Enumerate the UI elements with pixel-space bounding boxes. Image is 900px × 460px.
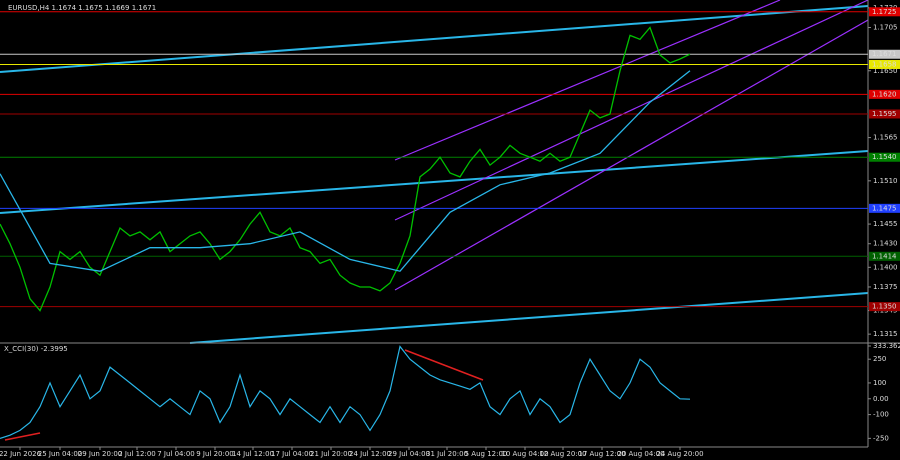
level-tag <box>869 109 900 119</box>
level-label: 1.1475 <box>872 204 897 212</box>
x-tick-label: 25 Jun 04:00 <box>38 450 82 458</box>
x-tick-label: 5 Aug 12:00 <box>465 450 508 458</box>
divergence-line <box>404 349 484 381</box>
x-tick-label: 20 Aug 04:00 <box>617 450 664 458</box>
x-tick-label: 2 Jul 12:00 <box>118 450 156 458</box>
indicator-label: X_CCI(30) -2.3995 <box>4 345 68 353</box>
level-tag <box>869 7 900 17</box>
x-tick-label: 29 Jun 20:00 <box>78 450 122 458</box>
y-tick-label: 1.1455 <box>873 220 898 228</box>
trend-line <box>0 5 869 73</box>
level-label: 1.1658 <box>872 60 897 68</box>
x-tick-label: 31 Jul 20:00 <box>426 450 468 458</box>
cci-tick-label: 333.3623 <box>873 342 900 350</box>
channel-line <box>394 0 869 221</box>
symbol-info: EURUSD,H4 1.1674 1.1675 1.1669 1.1671 <box>8 4 156 12</box>
level-label: 1.1620 <box>872 90 897 98</box>
y-tick-label: 1.1510 <box>873 177 898 185</box>
x-tick-label: 29 Jul 04:00 <box>388 450 430 458</box>
level-tag <box>869 203 900 213</box>
level-label: 1.1671 <box>872 50 897 58</box>
y-tick-label: 1.1375 <box>873 283 898 291</box>
cci-line <box>0 345 691 439</box>
x-tick-label: 14 Jul 12:00 <box>232 450 274 458</box>
cci-tick-label: -100 <box>873 411 889 419</box>
x-tick-label: 24 Jul 12:00 <box>349 450 391 458</box>
x-tick-label: 17 Jul 04:00 <box>271 450 313 458</box>
level-tag <box>869 49 900 59</box>
level-label: 1.1725 <box>872 8 897 16</box>
level-label: 1.1595 <box>872 110 897 118</box>
x-tick-label: 17 Aug 12:00 <box>578 450 625 458</box>
y-tick-label: 1.1565 <box>873 134 898 142</box>
level-label: 1.1540 <box>872 153 897 161</box>
x-tick-label: 7 Jul 04:00 <box>157 450 195 458</box>
level-label: 1.1350 <box>872 303 897 311</box>
level-tag <box>869 302 900 312</box>
x-tick-label: 22 Jun 2026 <box>0 450 42 458</box>
cci-tick-label: -250 <box>873 434 889 442</box>
x-tick-label: 10 Aug 04:00 <box>501 450 548 458</box>
trend-line <box>189 292 869 344</box>
price-line <box>0 26 691 312</box>
y-tick-label: 1.1315 <box>873 330 898 338</box>
price-line <box>0 70 691 272</box>
y-tick-label: 1.1400 <box>873 263 898 271</box>
y-tick-label: 1.1650 <box>873 67 898 75</box>
level-tag <box>869 89 900 99</box>
y-tick-label: 1.1705 <box>873 24 898 32</box>
level-tag <box>869 251 900 261</box>
level-label: 1.1414 <box>872 252 897 260</box>
cci-tick-label: 0.00 <box>873 395 889 403</box>
x-tick-label: 24 Aug 20:00 <box>656 450 703 458</box>
channel-line <box>394 19 869 291</box>
cci-tick-label: 250 <box>873 355 886 363</box>
cci-tick-label: 100 <box>873 379 886 387</box>
channel-line <box>394 0 781 161</box>
x-tick-label: 9 Jul 20:00 <box>196 450 234 458</box>
drawing-objects <box>0 0 900 448</box>
x-tick-label: 12 Aug 20:00 <box>539 450 586 458</box>
level-tag <box>869 59 900 69</box>
level-tag <box>869 152 900 162</box>
divergence-line <box>4 432 41 441</box>
x-tick-label: 21 Jul 20:00 <box>310 450 352 458</box>
trend-line <box>0 150 869 214</box>
y-tick-label: 1.1430 <box>873 240 898 248</box>
